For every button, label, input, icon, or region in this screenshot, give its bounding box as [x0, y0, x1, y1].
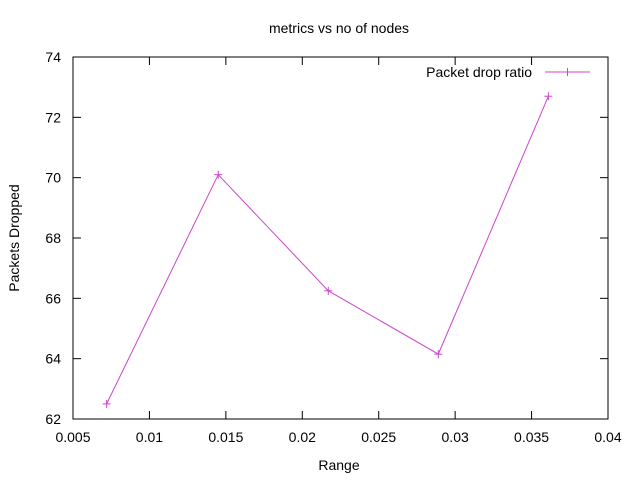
y-tick-label: 64 [45, 351, 61, 367]
x-axis-ticks: 0.005 0.01 0.015 0.02 0.025 0.03 0.035 0.04 [55, 57, 622, 445]
data-point [434, 350, 443, 359]
y-tick-label: 66 [45, 290, 61, 306]
y-tick-label: 68 [45, 230, 61, 246]
data-point [324, 286, 333, 295]
y-tick-label: 72 [45, 109, 61, 125]
y-tick-label: 70 [45, 170, 61, 186]
x-tick-label: 0.005 [55, 429, 90, 445]
legend: Packet drop ratio [426, 64, 590, 80]
series-group [102, 92, 553, 408]
chart-title: metrics vs no of nodes [269, 20, 409, 36]
y-tick-label: 74 [45, 49, 61, 65]
x-tick-label: 0.015 [208, 429, 243, 445]
data-point [544, 92, 553, 101]
y-axis-label: Packets Dropped [6, 184, 22, 291]
legend-marker [563, 68, 572, 76]
y-axis-ticks: 62 64 66 68 70 72 74 [45, 49, 608, 427]
x-axis-label: Range [318, 457, 359, 473]
y-tick-label: 62 [45, 411, 61, 427]
legend-label: Packet drop ratio [426, 64, 532, 80]
x-tick-label: 0.025 [361, 429, 396, 445]
data-point [102, 399, 111, 408]
x-tick-label: 0.04 [594, 429, 621, 445]
x-tick-label: 0.035 [514, 429, 549, 445]
data-point [214, 170, 223, 179]
x-tick-label: 0.01 [136, 429, 163, 445]
x-tick-label: 0.03 [442, 429, 469, 445]
x-tick-label: 0.02 [289, 429, 316, 445]
